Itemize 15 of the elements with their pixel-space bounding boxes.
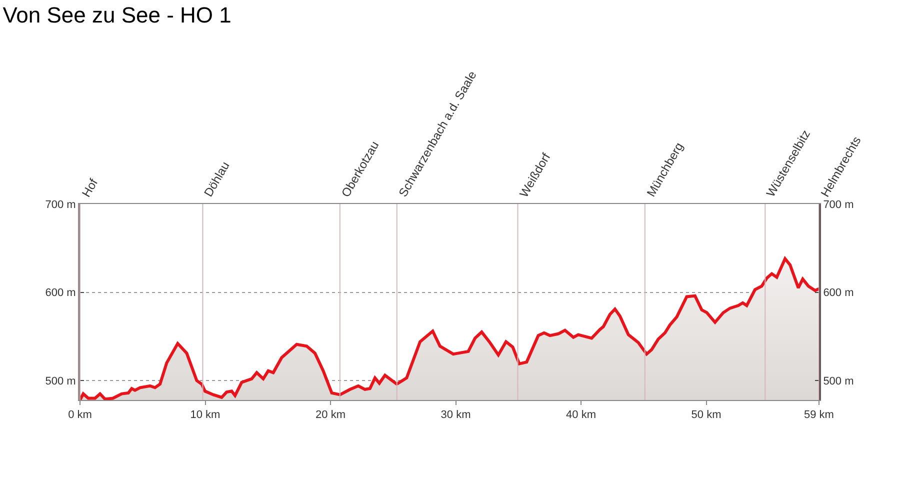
chart-title: Von See zu See - HO 1	[2, 2, 232, 28]
y-tick-label: 600 m	[45, 287, 76, 300]
y-tick-label: 700 m	[45, 198, 76, 211]
y2-tick-label: 600 m	[823, 287, 854, 300]
y2-tick-label: 500 m	[823, 375, 854, 388]
x-tick-label: 10 km	[190, 409, 220, 422]
x-tick-label: 0 km	[68, 409, 92, 422]
y-tick-label: 500 m	[45, 375, 76, 388]
x-tick-label: 50 km	[691, 409, 722, 422]
x-tick-label: 40 km	[566, 409, 596, 422]
y2-tick-label: 700 m	[823, 198, 854, 211]
x-tick-label: 30 km	[440, 409, 471, 422]
ref-line-label: Hof	[79, 176, 101, 200]
x-tick-label: 59 km	[804, 409, 834, 422]
x-tick-label: 20 km	[316, 409, 346, 422]
